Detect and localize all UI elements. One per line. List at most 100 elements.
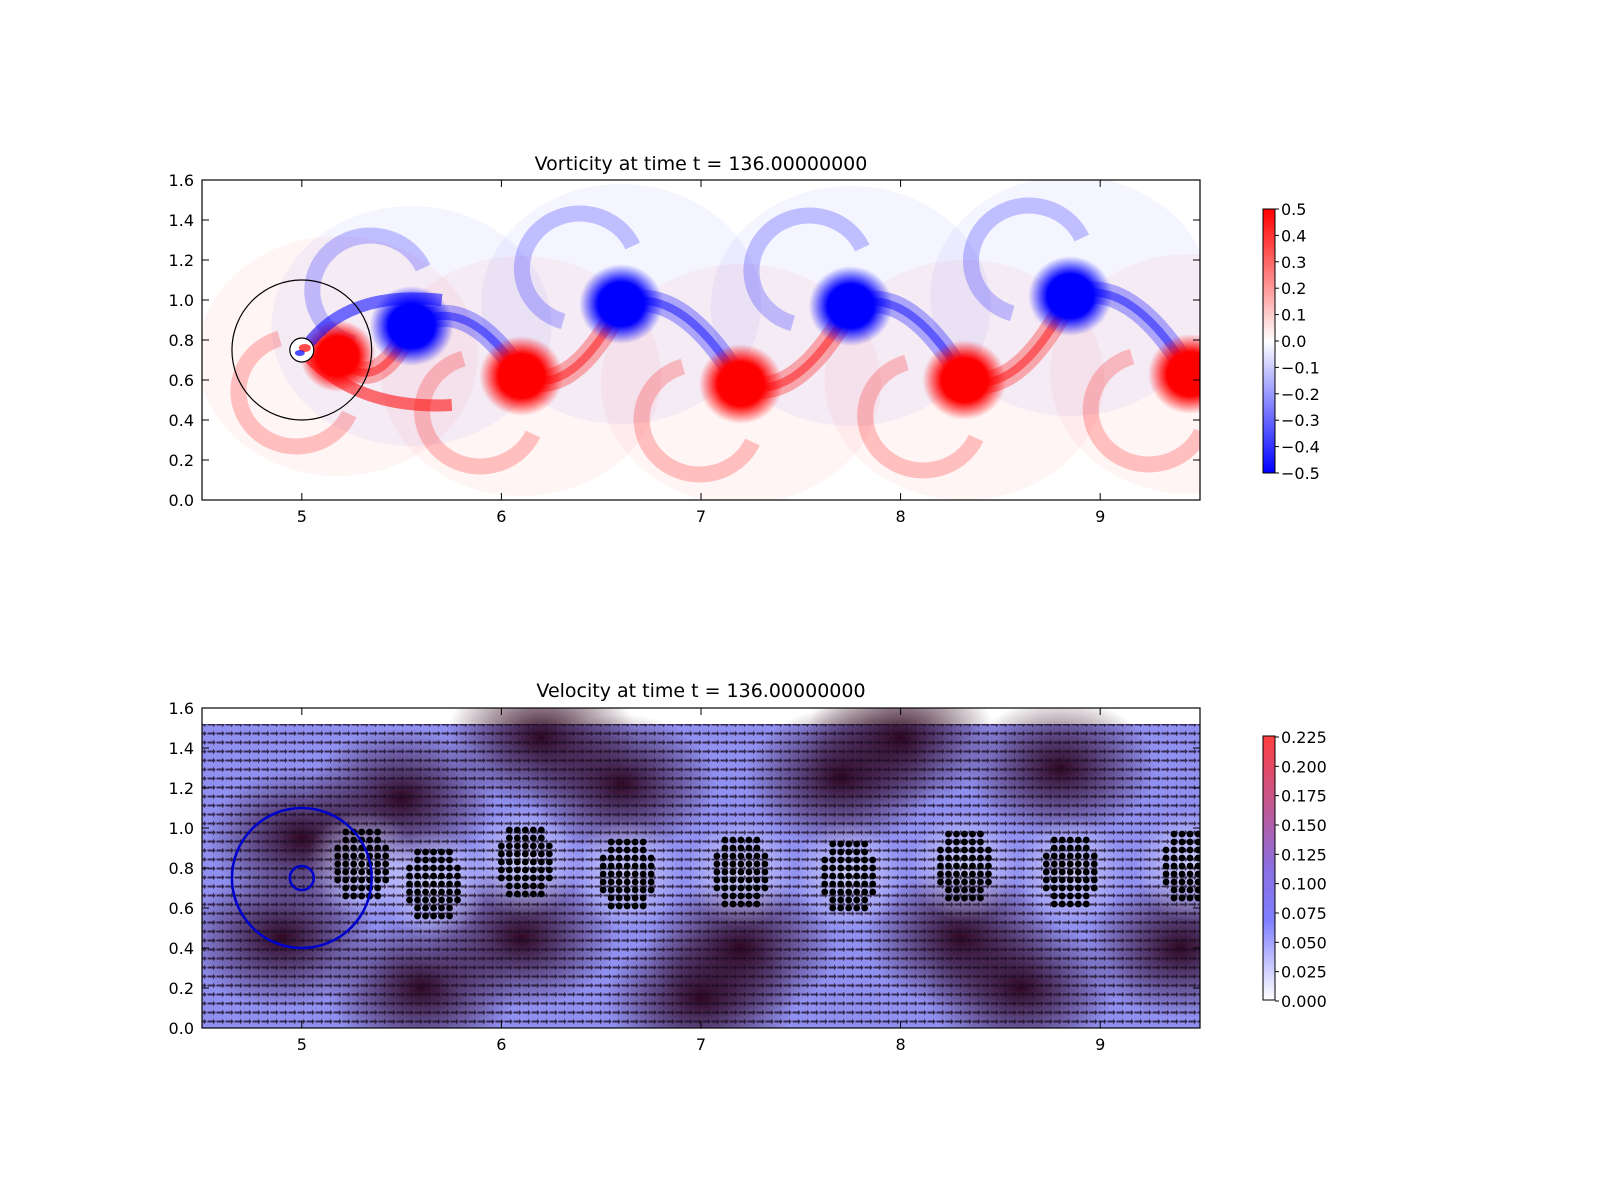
tracer-dot [639,870,647,878]
tracer-dot [430,896,437,904]
tracer-dot [837,856,845,864]
tracer-dot [1082,852,1090,860]
y-tick-label: 0.8 [169,331,194,350]
tracer-cluster [334,828,390,900]
tracer-dot [829,872,837,880]
tracer-dot [505,890,513,898]
tracer-dot [430,880,437,888]
tracer-dot [639,902,647,910]
tracer-dot [753,836,761,844]
colorbar-tick-label: 0.150 [1281,816,1327,835]
tracer-dot [853,896,861,904]
tracer-dot [853,872,861,880]
tracer-dot [1170,838,1178,846]
tracer-dot [446,904,453,912]
tracer-cluster [599,838,655,910]
tracer-dot [1074,868,1082,876]
tracer-dot [342,852,350,860]
tracer-dot [639,886,647,894]
cylinder-surface-vorticity [298,344,311,352]
tracer-dot [334,876,342,884]
tracer-dot [1194,846,1200,854]
tracer-dot [761,884,769,892]
tracer-dot [623,862,631,870]
tracer-dot [631,846,639,854]
tracer-dot [1058,836,1066,844]
tracer-dot [342,844,350,852]
tracer-dot [1066,900,1074,908]
tracer-dot [414,864,421,872]
tracer-dot [713,884,721,892]
tracer-dot [521,874,529,882]
tracer-dot [977,878,984,886]
tracer-dot [745,876,753,884]
tracer-dot [537,826,545,834]
tracer-dot [945,870,952,878]
tracer-dot [729,884,737,892]
tracer-dot [513,834,521,842]
tracer-dot [334,852,342,860]
tracer-dot [953,846,960,854]
tracer-dot [945,846,952,854]
tracer-dot [382,876,390,884]
tracer-cluster [1042,836,1098,908]
tracer-dot [1203,871,1210,878]
negative-vortex [1028,256,1113,336]
tracer-dot [382,868,390,876]
tracer-dot [537,834,545,842]
tracer-dot [1050,900,1058,908]
tracer-dot [721,884,729,892]
tracer-dot [829,864,837,872]
tracer-dot [454,888,461,896]
tracer-dot [937,870,944,878]
tracer-dot [438,896,445,904]
tracer-cluster [1162,830,1210,902]
tracer-dot [713,860,721,868]
tracer-dot [1074,900,1082,908]
tracer-dot [358,884,366,892]
tracer-dot [454,880,461,888]
tracer-dot [753,884,761,892]
tracer-dot [1050,860,1058,868]
tracer-dot [1074,836,1082,844]
tracer-dot [1066,892,1074,900]
tracer-dot [414,872,421,880]
tracer-dot [358,892,366,900]
tracer-dot [1050,876,1058,884]
tracer-dot [537,850,545,858]
y-tick-label: 1.0 [169,291,194,310]
tracer-dot [1170,862,1178,870]
tracer-dot [529,842,537,850]
tracer-dot [607,902,615,910]
tracer-dot [374,844,382,852]
tracer-dot [631,862,639,870]
tracer-dot [737,844,745,852]
tracer-dot [545,874,553,882]
tracer-dot [985,846,992,854]
tracer-dot [853,848,861,856]
tracer-dot [953,878,960,886]
colorbar-tick-label: 0.125 [1281,845,1327,864]
x-tick-label: 8 [896,1035,906,1054]
tracer-dot [438,880,445,888]
tracer-dot [953,886,960,894]
tracer-dot [969,830,976,838]
tracer-dot [1066,884,1074,892]
tracer-dot [853,864,861,872]
tracer-dot [1042,868,1050,876]
tracer-dot [861,856,869,864]
tracer-dot [366,836,374,844]
tracer-dot [342,884,350,892]
vortex-spiral [230,330,357,455]
tracer-dot [853,904,861,912]
tracer-dot [729,836,737,844]
tracer-dot [430,912,437,920]
tracer-dot [513,866,521,874]
tracer-dot [615,862,623,870]
tracer-dot [729,844,737,852]
tracer-cluster [406,848,461,920]
tracer-dot [529,850,537,858]
tracer-dot [342,876,350,884]
tracer-dot [631,894,639,902]
